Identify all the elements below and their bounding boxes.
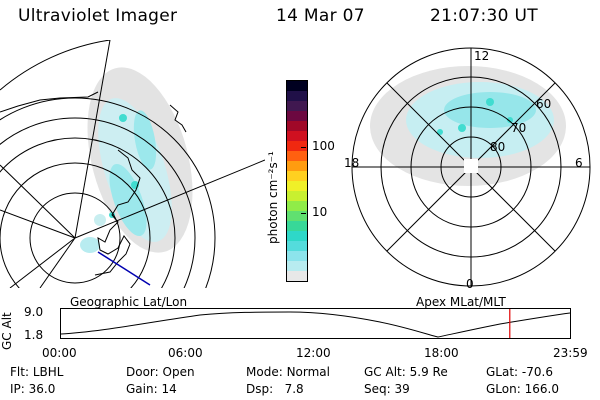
colorbar-swatch bbox=[287, 191, 307, 201]
status-glon: GLon: 166.0 bbox=[486, 382, 559, 396]
colorbar-unit-label: photon cm⁻²s⁻¹ bbox=[266, 151, 280, 244]
polar-panel-label: Apex MLat/MLT bbox=[416, 295, 506, 309]
colorbar-swatch bbox=[287, 251, 307, 261]
colorbar-swatch bbox=[287, 141, 307, 151]
geo-meridians bbox=[0, 40, 265, 288]
date-label: 14 Mar 07 bbox=[276, 6, 365, 26]
geo-terminator bbox=[97, 251, 151, 286]
geo-latitude-arcs bbox=[0, 97, 216, 288]
timeline-y-tick-max: 9.0 bbox=[24, 305, 44, 319]
mlt-label-18: 18 bbox=[344, 156, 359, 170]
mlt-label-6: 6 bbox=[575, 156, 583, 170]
status-mode: Mode: Normal bbox=[246, 365, 330, 379]
colorbar-tick-label: 10 bbox=[312, 205, 328, 220]
timeline-x-tick-0600: 06:00 bbox=[168, 346, 203, 360]
colorbar-tick-label: 100 bbox=[312, 138, 335, 153]
colorbar-swatch bbox=[287, 241, 307, 251]
colorbar-swatch bbox=[287, 231, 307, 241]
orbit-timeline bbox=[60, 308, 571, 339]
geo-panel-label: Geographic Lat/Lon bbox=[70, 295, 188, 309]
timeline-x-tick-1200: 12:00 bbox=[296, 346, 331, 360]
colorbar-swatch bbox=[287, 201, 307, 211]
status-ip: IP: 36.0 bbox=[10, 382, 56, 396]
time-label: 21:07:30 UT bbox=[430, 6, 538, 26]
status-gain: Gain: 14 bbox=[126, 382, 177, 396]
colorbar-swatch bbox=[287, 181, 307, 191]
colorbar-swatch bbox=[287, 261, 307, 271]
colorbar-swatch bbox=[287, 131, 307, 141]
polar-auroral-oval bbox=[370, 66, 566, 186]
colorbar-swatch bbox=[287, 111, 307, 121]
lat-label-80: 80 bbox=[490, 140, 505, 154]
timeline-x-tick-0000: 00:00 bbox=[42, 346, 77, 360]
geo-outer-arc bbox=[0, 40, 111, 91]
colorbar-swatch bbox=[287, 101, 307, 111]
colorbar-swatch bbox=[287, 221, 307, 231]
polar-mlt-plot: 12 18 6 0 60 70 80 bbox=[344, 47, 591, 291]
colorbar-tick-mark bbox=[301, 146, 306, 148]
timeline-x-tick-2359: 23:59 bbox=[553, 346, 588, 360]
status-dsp: Dsp: 7.8 bbox=[246, 382, 304, 396]
timeline-x-tick-1800: 18:00 bbox=[424, 346, 459, 360]
instrument-title: Ultraviolet Imager bbox=[18, 6, 178, 26]
colorbar-swatch bbox=[287, 121, 307, 131]
geo-auroral-glow bbox=[80, 67, 193, 253]
colorbar-swatch bbox=[287, 161, 307, 171]
status-gc-alt: GC Alt: 5.9 Re bbox=[364, 365, 448, 379]
status-seq: Seq: 39 bbox=[364, 382, 410, 396]
mlt-label-0: 0 bbox=[466, 277, 474, 291]
timeline-y-label: GC Alt bbox=[0, 312, 14, 350]
colorbar-swatch bbox=[287, 151, 307, 161]
mlt-label-12: 12 bbox=[474, 49, 489, 63]
colorbar-swatch bbox=[287, 271, 307, 281]
colorbar-swatch bbox=[287, 211, 307, 221]
colorbar-swatch bbox=[287, 81, 307, 91]
lat-label-60: 60 bbox=[536, 97, 551, 111]
status-glat: GLat: -70.6 bbox=[486, 365, 553, 379]
colorbar-swatch bbox=[287, 91, 307, 101]
colorbar-swatch bbox=[287, 171, 307, 181]
altitude-curve bbox=[60, 311, 571, 338]
timeline-y-tick-min: 1.8 bbox=[24, 328, 44, 342]
colorbar bbox=[286, 80, 308, 282]
colorbar-ticks: 100 10 bbox=[301, 80, 346, 280]
colorbar-tick-mark bbox=[301, 213, 306, 215]
geographic-image-panel bbox=[0, 40, 265, 288]
status-door: Door: Open bbox=[126, 365, 195, 379]
lat-label-70: 70 bbox=[511, 121, 526, 135]
status-flt: Flt: LBHL bbox=[10, 365, 64, 379]
geo-coastline bbox=[0, 91, 187, 276]
